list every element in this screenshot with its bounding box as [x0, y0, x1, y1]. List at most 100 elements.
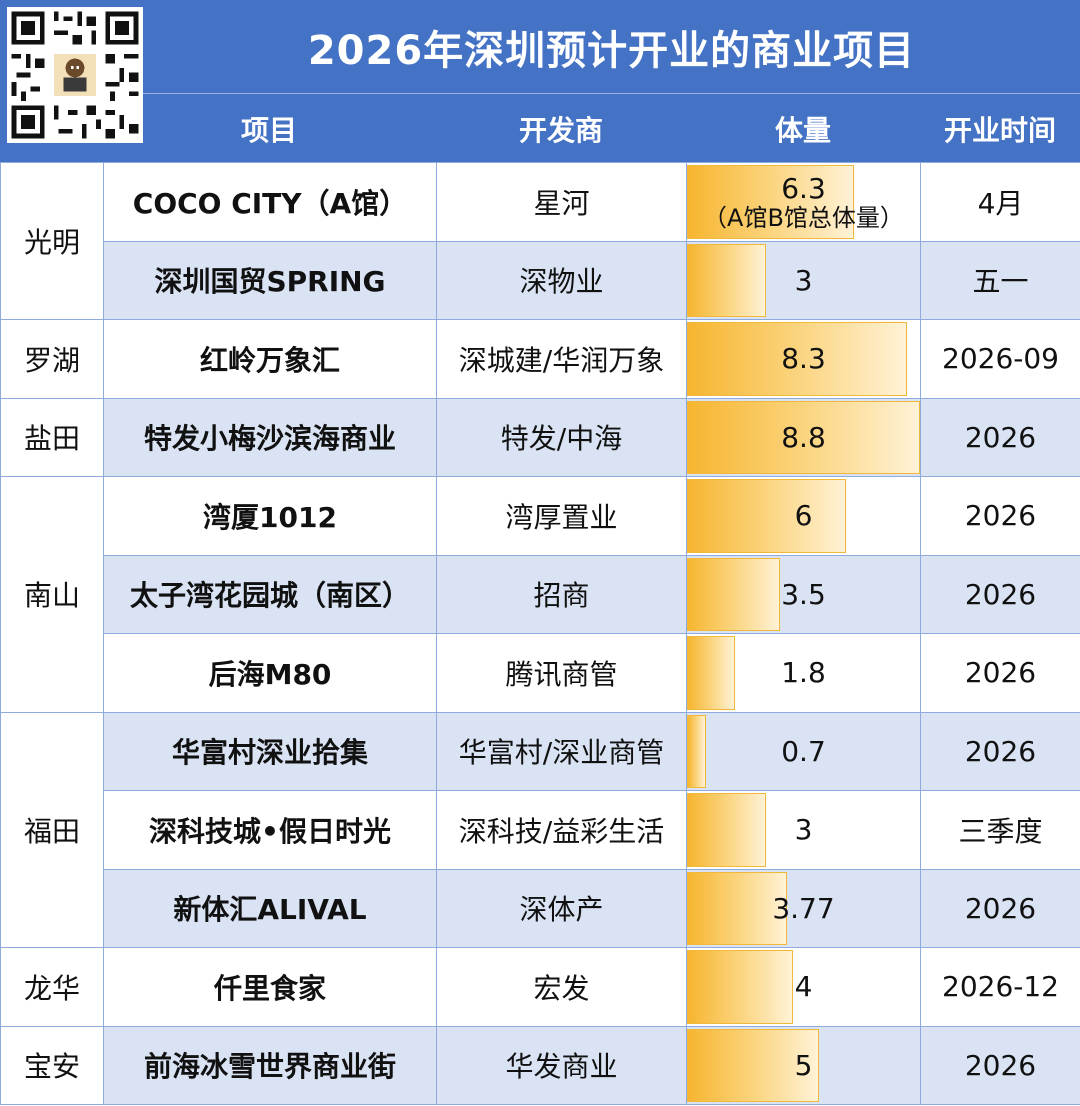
- table-row: 后海M80 腾讯商管 1.8 2026: [1, 633, 1080, 713]
- table-row: 南山 湾厦1012 湾厚置业 6 2026: [0, 476, 1080, 713]
- volume-cell: 6: [686, 476, 921, 556]
- project-name: 前海冰雪世界商业街: [103, 1025, 437, 1105]
- column-header-project: 项目: [240, 114, 297, 147]
- developer-cell: 深城建/华润万象: [436, 319, 687, 399]
- volume-bar: [687, 557, 780, 631]
- project-name: 华富村深业拾集: [103, 711, 437, 791]
- volume-cell: 6.3 （A馆B馆总体量）: [686, 162, 921, 242]
- district-cell: 光明: [0, 162, 104, 320]
- volume-value: 3.77: [772, 891, 835, 925]
- volume-value: 8.8: [781, 420, 826, 454]
- volume-value: 1.8: [781, 656, 826, 690]
- project-name: COCO CITY（A馆）: [103, 162, 437, 242]
- table-row: 福田 华富村深业拾集 华富村/深业商管 0.7 2026: [0, 711, 1080, 948]
- project-name: 太子湾花园城（南区）: [103, 554, 437, 634]
- table-row: 深科技城•假日时光 深科技/益彩生活 3 三季度: [1, 790, 1080, 870]
- project-name: 仟里食家: [103, 947, 437, 1027]
- volume-cell: 3.77: [686, 868, 921, 948]
- opening-cell: 4月: [920, 162, 1080, 242]
- district-cell: 宝安: [0, 1025, 104, 1105]
- table-row: 新体汇ALIVAL 深体产 3.77 2026: [1, 868, 1080, 948]
- volume-note: （A馆B馆总体量）: [703, 204, 904, 233]
- opening-cell: 五一: [920, 240, 1080, 320]
- opening-cell: 2026: [920, 554, 1080, 634]
- volume-cell: 3: [686, 240, 921, 320]
- volume-value: 6.3: [781, 172, 826, 206]
- opening-cell: 2026-12: [920, 947, 1080, 1027]
- opening-cell: 2026-09: [920, 319, 1080, 399]
- volume-value: 5: [794, 1048, 813, 1082]
- volume-bar: [687, 714, 706, 788]
- district-cell: 罗湖: [0, 319, 104, 399]
- column-header-developer: 开发商: [518, 114, 603, 147]
- volume-cell: 5: [686, 1025, 921, 1105]
- developer-cell: 湾厚置业: [436, 476, 687, 556]
- volume-cell: 3: [686, 790, 921, 870]
- volume-bar: [687, 1028, 820, 1102]
- table-header: 2026年深圳预计开业的商业项目 项目 开发商 体量 开业时间: [0, 0, 1080, 162]
- volume-bar: [687, 793, 767, 867]
- project-name: 后海M80: [103, 633, 437, 713]
- column-header-volume: 体量: [774, 114, 831, 147]
- volume-cell: 4: [686, 947, 921, 1027]
- volume-cell: 3.5: [686, 554, 921, 634]
- volume-bar: [687, 165, 854, 239]
- opening-cell: 2026: [920, 868, 1080, 948]
- project-name: 新体汇ALIVAL: [103, 868, 437, 948]
- district-cell: 福田: [0, 711, 104, 948]
- table-row: 龙华 仟里食家 宏发 4 2026-12: [0, 947, 1080, 1027]
- table-row: 罗湖 红岭万象汇 深城建/华润万象 8.3 2026-09: [0, 319, 1080, 399]
- volume-value: 4: [794, 970, 813, 1004]
- project-name: 湾厦1012: [103, 476, 437, 556]
- table-row: 盐田 特发小梅沙滨海商业 特发/中海 8.8 2026: [0, 397, 1080, 477]
- volume-bar: [687, 243, 767, 317]
- qr-code-image: [7, 7, 143, 143]
- volume-value: 3: [794, 263, 813, 297]
- volume-value: 0.7: [781, 734, 826, 768]
- table-row: 宝安 前海冰雪世界商业街 华发商业 5 2026: [0, 1025, 1080, 1105]
- opening-cell: 2026: [920, 633, 1080, 713]
- developer-cell: 星河: [436, 162, 687, 242]
- volume-cell: 8.3: [686, 319, 921, 399]
- opening-cell: 2026: [920, 476, 1080, 556]
- volume-cell: 1.8: [686, 633, 921, 713]
- title-divider: [143, 93, 1080, 94]
- district-cell: 龙华: [0, 947, 104, 1027]
- opening-cell: 三季度: [920, 790, 1080, 870]
- district-cell: 南山: [0, 476, 104, 713]
- volume-bar: [687, 950, 793, 1024]
- volume-value: 8.3: [781, 342, 826, 376]
- table-row: 深圳国贸SPRING 深物业 3 五一: [1, 240, 1080, 320]
- project-name: 红岭万象汇: [103, 319, 437, 399]
- project-name: 特发小梅沙滨海商业: [103, 397, 437, 477]
- developer-cell: 招商: [436, 554, 687, 634]
- projects-table: 光明 COCO CITY（A馆） 星河 6.3 （A馆B馆总体量） 4月 深圳国贸…: [0, 162, 1080, 1105]
- table-title: 2026年深圳预计开业的商业项目: [307, 28, 916, 74]
- volume-value: 6: [794, 499, 813, 533]
- volume-bar: [687, 636, 735, 710]
- volume-bar: [687, 322, 907, 396]
- table-row: 太子湾花园城（南区） 招商 3.5 2026: [1, 554, 1080, 634]
- developer-cell: 华发商业: [436, 1025, 687, 1105]
- project-name: 深圳国贸SPRING: [103, 240, 437, 320]
- developer-cell: 宏发: [436, 947, 687, 1027]
- district-cell: 盐田: [0, 397, 104, 477]
- opening-cell: 2026: [920, 397, 1080, 477]
- table-row: 光明 COCO CITY（A馆） 星河 6.3 （A馆B馆总体量） 4月: [0, 162, 1080, 320]
- developer-cell: 深科技/益彩生活: [436, 790, 687, 870]
- developer-cell: 深物业: [436, 240, 687, 320]
- volume-cell: 8.8: [686, 397, 921, 477]
- volume-value: 3.5: [781, 577, 826, 611]
- opening-cell: 2026: [920, 711, 1080, 791]
- volume-bar: [687, 479, 846, 553]
- column-header-opening: 开业时间: [943, 114, 1056, 147]
- developer-cell: 特发/中海: [436, 397, 687, 477]
- volume-cell: 0.7: [686, 711, 921, 791]
- volume-bar: [687, 400, 920, 474]
- volume-value: 3: [794, 813, 813, 847]
- project-name: 深科技城•假日时光: [103, 790, 437, 870]
- developer-cell: 深体产: [436, 868, 687, 948]
- developer-cell: 华富村/深业商管: [436, 711, 687, 791]
- volume-bar: [687, 871, 787, 945]
